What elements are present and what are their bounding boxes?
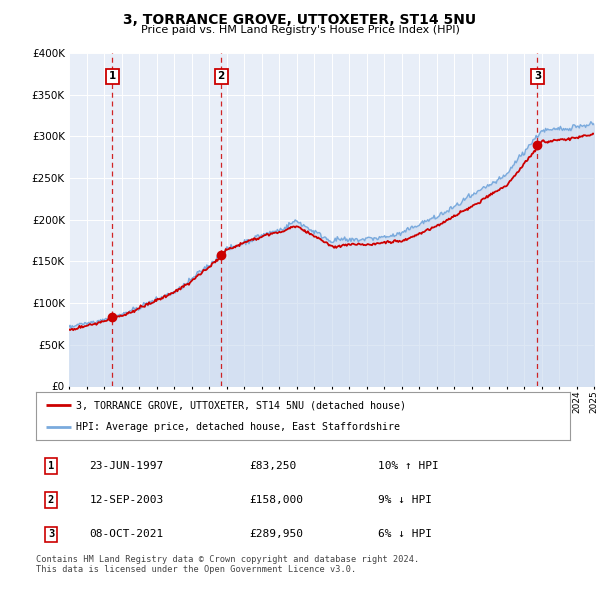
Text: 12-SEP-2003: 12-SEP-2003 [89,495,164,505]
Text: £83,250: £83,250 [250,461,297,471]
Text: 3, TORRANCE GROVE, UTTOXETER, ST14 5NU: 3, TORRANCE GROVE, UTTOXETER, ST14 5NU [124,13,476,27]
Text: Contains HM Land Registry data © Crown copyright and database right 2024.
This d: Contains HM Land Registry data © Crown c… [36,555,419,574]
Text: 2: 2 [218,71,225,81]
Text: £289,950: £289,950 [250,529,304,539]
Text: 3, TORRANCE GROVE, UTTOXETER, ST14 5NU (detached house): 3, TORRANCE GROVE, UTTOXETER, ST14 5NU (… [76,400,406,410]
Text: 3: 3 [534,71,541,81]
Text: Price paid vs. HM Land Registry's House Price Index (HPI): Price paid vs. HM Land Registry's House … [140,25,460,35]
Text: 1: 1 [109,71,116,81]
Text: 10% ↑ HPI: 10% ↑ HPI [378,461,439,471]
Text: 2: 2 [48,495,54,505]
Text: 23-JUN-1997: 23-JUN-1997 [89,461,164,471]
Text: £158,000: £158,000 [250,495,304,505]
Text: 3: 3 [48,529,54,539]
Text: 08-OCT-2021: 08-OCT-2021 [89,529,164,539]
Text: HPI: Average price, detached house, East Staffordshire: HPI: Average price, detached house, East… [76,422,400,432]
Text: 9% ↓ HPI: 9% ↓ HPI [378,495,432,505]
Text: 6% ↓ HPI: 6% ↓ HPI [378,529,432,539]
Text: 1: 1 [48,461,54,471]
